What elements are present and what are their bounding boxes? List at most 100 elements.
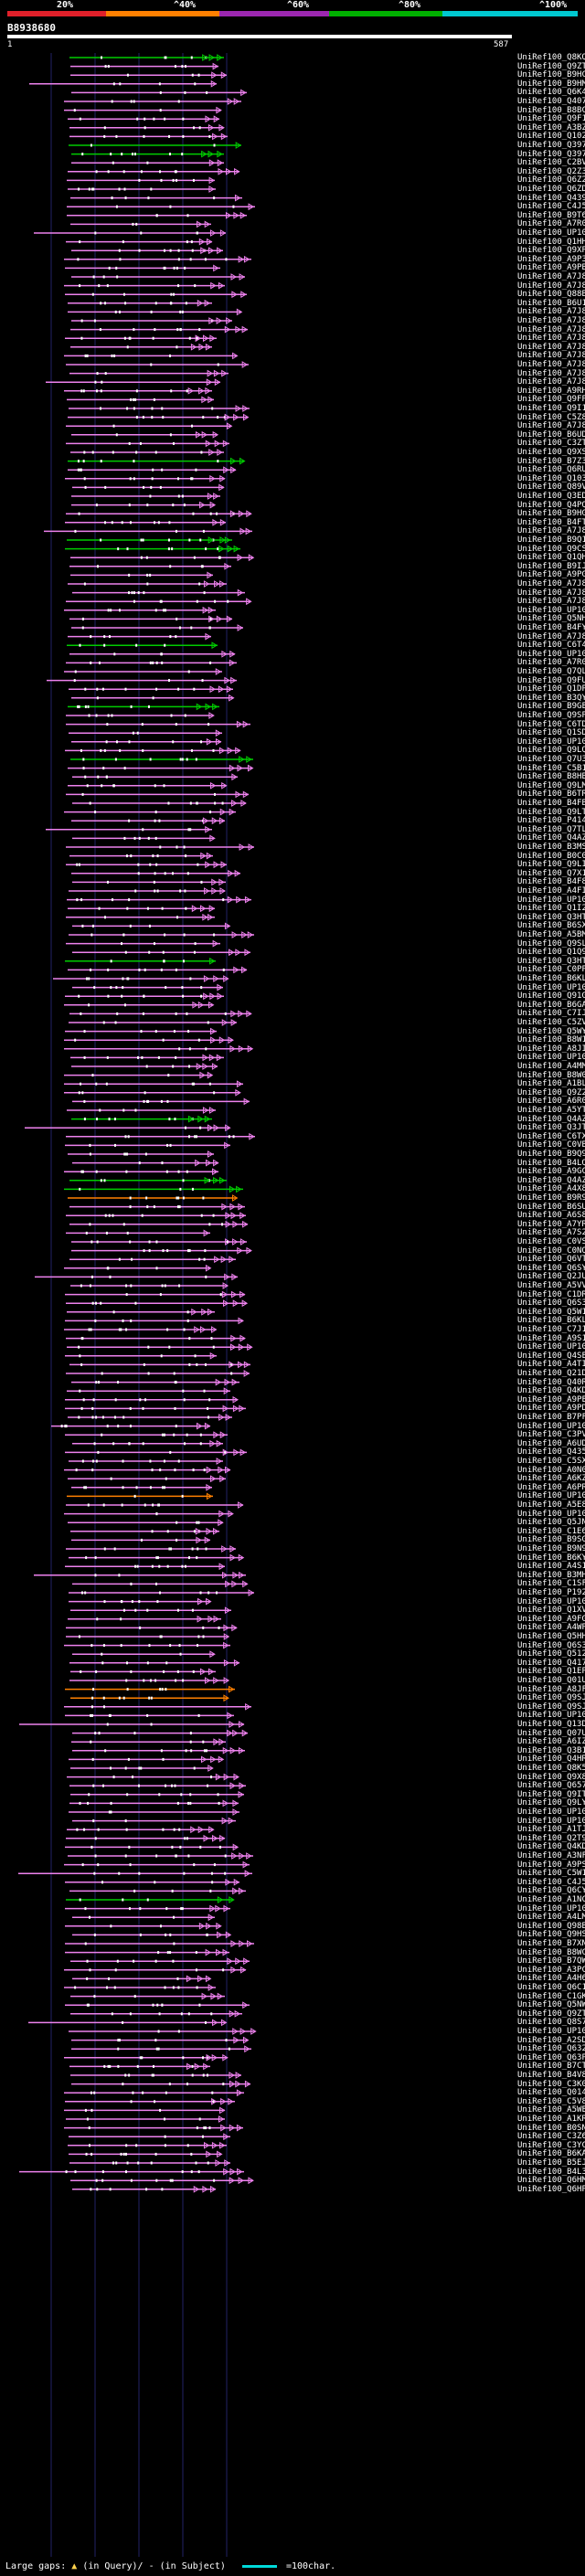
hit-label[interactable]: UniRef100_A1NC61 (517, 1895, 585, 1904)
hit-row[interactable] (71, 2045, 251, 2053)
hit-label[interactable]: UniRef100_B9SG43 (517, 1535, 585, 1545)
hit-row[interactable] (72, 922, 231, 930)
hit-label[interactable]: UniRef100_C5SXV9 (517, 1457, 585, 1466)
hit-row[interactable] (65, 1948, 229, 1956)
hit-label[interactable]: UniRef100_B6UDN6 (517, 429, 585, 440)
hit-row[interactable] (72, 1931, 232, 1939)
hit-row[interactable] (71, 2036, 250, 2044)
hit-row[interactable] (68, 703, 219, 711)
hit-row[interactable] (69, 1458, 223, 1465)
hit-label[interactable]: UniRef100_P41479 (517, 816, 585, 826)
hit-label[interactable]: UniRef100_Q6C159 (517, 1983, 585, 1992)
hit-label[interactable]: UniRef100_A7YRH5 (517, 1219, 585, 1229)
hit-row[interactable] (64, 255, 251, 263)
hit-row[interactable] (71, 159, 224, 167)
hit-row[interactable] (72, 588, 245, 597)
hit-label[interactable]: UniRef100_Q1HHG2 (517, 237, 585, 247)
hit-row[interactable] (65, 2097, 235, 2105)
hit-row[interactable] (69, 931, 254, 938)
hit-label[interactable]: UniRef100_UP1000... (517, 1053, 585, 1063)
hit-row[interactable] (64, 1168, 218, 1176)
hit-row[interactable] (71, 501, 217, 509)
hit-row[interactable] (70, 756, 253, 763)
hit-label[interactable]: UniRef100_B9GEP3 (517, 702, 585, 712)
hit-row[interactable] (66, 2115, 225, 2123)
hit-row[interactable] (66, 1545, 236, 1553)
hit-row[interactable] (69, 369, 229, 377)
hit-label[interactable]: UniRef100_Q4PQY2 (517, 500, 585, 510)
hit-label[interactable]: UniRef100_A3NFQ1 (517, 1851, 585, 1860)
hit-row[interactable] (69, 1176, 227, 1184)
hit-row[interactable] (69, 1755, 225, 1764)
hit-label[interactable]: UniRef100_B6GA24 (517, 1000, 585, 1010)
hit-label[interactable]: UniRef100_Q07UA0 (517, 1728, 585, 1738)
hit-row[interactable] (72, 1817, 236, 1825)
hit-row[interactable] (72, 834, 216, 843)
hit-label[interactable]: UniRef100_A5YT41 (517, 1106, 585, 1115)
hit-row[interactable] (65, 1290, 246, 1299)
hit-row[interactable] (66, 1212, 246, 1220)
hit-label[interactable]: UniRef100_A5WE17 (517, 2105, 585, 2115)
hit-label[interactable]: UniRef100_Q9SJC9-2 (517, 1693, 585, 1703)
hit-label[interactable]: UniRef100_UP1000... (517, 1509, 585, 1519)
hit-label[interactable]: UniRef100_B3MSE2 (517, 843, 585, 852)
hit-label[interactable]: UniRef100_A7J8S6 (517, 281, 585, 291)
hit-label[interactable]: UniRef100_Q4SEJ1 (517, 1351, 585, 1361)
hit-row[interactable] (25, 1124, 231, 1132)
hit-label[interactable]: UniRef100_Q5NHK5 (517, 614, 585, 624)
hit-label[interactable]: UniRef100_Q3HTX6 (517, 956, 585, 966)
hit-row[interactable] (65, 518, 227, 526)
hit-row[interactable] (66, 1334, 246, 1342)
hit-label[interactable]: UniRef100_A9RH88 (517, 386, 585, 396)
hit-label[interactable]: UniRef100_Q4HRH1 (517, 1754, 585, 1765)
hit-row[interactable] (70, 1765, 214, 1772)
hit-label[interactable]: UniRef100_A4X870 (517, 1184, 585, 1194)
hit-label[interactable]: UniRef100_Q40786 (517, 97, 585, 106)
hit-row[interactable] (46, 378, 221, 387)
hit-label[interactable]: UniRef100_B6KAY2 (517, 2149, 585, 2159)
hit-row[interactable] (53, 975, 229, 982)
hit-label[interactable]: UniRef100_C0NQB3 (517, 1246, 585, 1256)
hit-row[interactable] (68, 167, 240, 175)
hit-label[interactable]: UniRef100_Q3HTK5 (517, 912, 585, 922)
hit-row[interactable] (68, 2141, 227, 2149)
hit-row[interactable] (69, 1220, 249, 1228)
hit-row[interactable] (68, 1615, 221, 1623)
hit-label[interactable]: UniRef100_Q1EP16 (517, 1667, 585, 1677)
hit-row[interactable] (66, 422, 233, 430)
hit-row[interactable] (64, 1080, 243, 1088)
hit-row[interactable] (70, 2072, 242, 2079)
hit-label[interactable]: UniRef100_A3BZ52 (517, 122, 585, 133)
hit-label[interactable]: UniRef100_B9IJC8 (517, 561, 585, 571)
hit-row[interactable] (64, 98, 241, 105)
hit-label[interactable]: UniRef100_UP1000... (517, 1711, 585, 1721)
hit-row[interactable] (69, 729, 222, 737)
hit-label[interactable]: UniRef100_B5EJE3 (517, 2158, 585, 2168)
hit-label[interactable]: UniRef100_Q2JUL3 (517, 1272, 585, 1282)
hit-label[interactable]: UniRef100_B3QYC5 (517, 693, 585, 703)
hit-row[interactable] (71, 624, 244, 631)
hit-row[interactable] (70, 71, 228, 80)
hit-row[interactable] (67, 1826, 215, 1834)
hit-row[interactable] (66, 440, 229, 448)
hit-row[interactable] (64, 1466, 231, 1474)
hit-row[interactable] (71, 1238, 247, 1246)
hit-row[interactable] (69, 133, 228, 141)
hit-row[interactable] (66, 1229, 210, 1237)
hit-label[interactable]: UniRef100_C7IJD4 (517, 1009, 585, 1019)
hit-row[interactable] (68, 308, 243, 316)
hit-row[interactable] (70, 220, 211, 228)
hit-label[interactable]: UniRef100_Q3ED33 (517, 492, 585, 501)
hit-row[interactable] (65, 474, 226, 482)
hit-label[interactable]: UniRef100_C2BVJ8 (517, 158, 585, 168)
hit-label[interactable]: UniRef100_Q6S3E6 (517, 1640, 585, 1650)
hit-row[interactable] (72, 1975, 212, 1983)
hit-row[interactable] (67, 211, 247, 219)
hit-row[interactable] (70, 1992, 225, 2000)
hit-label[interactable]: UniRef100_C4J5K1 (517, 202, 585, 212)
hit-row[interactable] (69, 562, 231, 570)
hit-label[interactable]: UniRef100_Q01UM7 (517, 1676, 585, 1685)
hit-label[interactable]: UniRef100_Q9SP16 (517, 711, 585, 720)
hit-label[interactable]: UniRef100_B7Z3H1 (517, 456, 585, 466)
hit-row[interactable] (70, 1790, 245, 1798)
